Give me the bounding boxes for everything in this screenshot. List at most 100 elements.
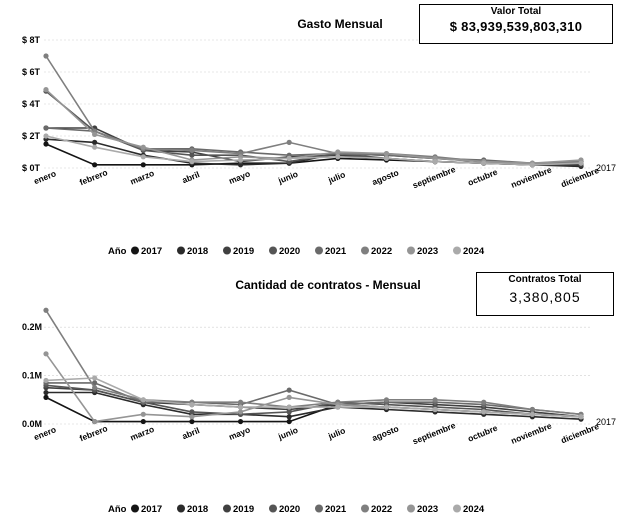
data-point-2021: [286, 387, 292, 393]
data-point-2017: [140, 418, 146, 425]
series-line-2024: [45, 135, 582, 166]
data-point-2024: [92, 375, 98, 381]
data-point-2023: [43, 87, 49, 93]
legend-marker: [407, 246, 415, 255]
legend-marker: [361, 246, 369, 255]
legend-item: 2022: [371, 246, 392, 257]
y-tick-label: 0.0M: [22, 419, 42, 429]
data-point-2022: [383, 397, 390, 403]
data-point-2024: [189, 402, 195, 408]
end-series-label: 2017: [596, 163, 616, 173]
y-tick-label: $ 8T: [22, 35, 41, 45]
x-tick-label: marzo: [129, 168, 156, 187]
data-point-2024: [92, 144, 98, 150]
y-axis-ticks: $ 0T $ 2T $ 4T $ 6T $ 8T: [22, 35, 41, 173]
data-point-2017: [286, 418, 292, 425]
series-line-2023: [45, 89, 582, 165]
data-point-2023: [92, 131, 98, 137]
legend-marker: [361, 504, 369, 513]
y-tick-label: $ 0T: [22, 163, 41, 173]
grid-lines: [44, 39, 590, 169]
legend-item: 2021: [325, 246, 347, 257]
data-point-2024: [529, 411, 535, 417]
y-tick-label: $ 6T: [22, 67, 41, 77]
data-point-2022: [481, 399, 487, 405]
legend: Año 2017 2018 2019 2020 2021 2022 2023 2024: [108, 246, 485, 257]
data-point-2024: [578, 414, 584, 420]
data-point-2023: [189, 414, 195, 420]
x-tick-label: julio: [326, 425, 347, 441]
data-point-2024: [481, 160, 487, 166]
x-tick-label: marzo: [129, 424, 156, 443]
spending-chart: Gasto Mensual $ 0T$ 2T$ 4T$ 6T$ 8T enero…: [22, 17, 616, 257]
x-tick-label: octubre: [466, 167, 499, 188]
legend-marker: [177, 246, 185, 255]
kpi-label: Valor Total: [490, 6, 542, 17]
chart-title: Cantidad de contratos - Mensual: [235, 278, 420, 292]
data-point-2024: [189, 159, 195, 165]
chart-title: Gasto Mensual: [297, 17, 382, 31]
data-point-2024: [43, 133, 49, 139]
data-point-2022: [189, 147, 195, 153]
legend-marker: [453, 246, 461, 255]
series-line-2024: [45, 377, 582, 418]
legend-marker: [223, 246, 231, 255]
x-tick-label: julio: [326, 169, 347, 185]
data-point-2022: [432, 397, 438, 403]
data-point-2023: [43, 351, 49, 357]
legend-marker: [407, 504, 415, 513]
data-point-2023: [286, 394, 292, 400]
data-point-2021: [92, 380, 98, 386]
legend-marker: [223, 504, 231, 513]
y-tick-label: 0.1M: [22, 371, 42, 381]
legend-item: 2024: [463, 504, 485, 515]
legend-item: 2024: [463, 246, 485, 257]
x-tick-label: junio: [276, 425, 300, 442]
kpi-value: $ 83,939,539,803,310: [449, 19, 583, 34]
data-point-2023: [237, 409, 244, 415]
legend-marker: [177, 504, 185, 513]
data-point-2024: [237, 404, 244, 410]
data-point-2024: [140, 397, 146, 403]
x-tick-label: mayo: [227, 168, 251, 186]
series-line-2021: [46, 382, 582, 416]
data-point-2024: [335, 154, 341, 160]
x-tick-label: octubre: [466, 423, 499, 444]
data-point-2024: [286, 155, 292, 161]
legend: Año 2017 2018 2019 2020 2021 2022 2023 2024: [108, 504, 485, 515]
data-point-2020: [189, 152, 195, 158]
data-point-2024: [432, 159, 438, 165]
data-point-2017: [43, 141, 49, 147]
legend-marker: [269, 504, 277, 513]
total-value-card: Valor Total $ 83,939,539,803,310: [419, 4, 613, 44]
x-tick-label: mayo: [227, 424, 251, 442]
data-point-2024: [578, 160, 584, 166]
series-line-2019: [46, 127, 581, 166]
data-point-2017: [140, 162, 146, 168]
legend-item: 2023: [417, 246, 438, 257]
legend-marker: [269, 246, 277, 255]
data-point-2020: [189, 409, 195, 415]
series-line-2022: [45, 309, 582, 416]
x-tick-label: agosto: [371, 167, 401, 187]
legend-marker: [315, 246, 323, 255]
y-tick-label: 0.2M: [22, 322, 42, 332]
series-lines: [43, 307, 584, 425]
legend-item: 2020: [279, 246, 300, 257]
legend-item: 2019: [233, 246, 254, 257]
x-tick-label: junio: [276, 169, 300, 186]
legend-item: 2019: [233, 504, 254, 515]
y-tick-label: $ 2T: [22, 131, 41, 141]
kpi-label: Contratos Total: [508, 274, 582, 285]
data-point-2024: [43, 377, 49, 384]
data-point-2024: [286, 404, 292, 410]
legend-item: 2022: [371, 504, 392, 515]
data-point-2017: [92, 162, 98, 168]
data-point-2024: [335, 404, 341, 410]
data-point-2024: [383, 155, 390, 161]
legend-item: 2018: [187, 504, 208, 515]
legend-item: 2021: [325, 504, 347, 515]
data-point-2022: [43, 53, 49, 59]
x-tick-label: abril: [181, 425, 201, 441]
